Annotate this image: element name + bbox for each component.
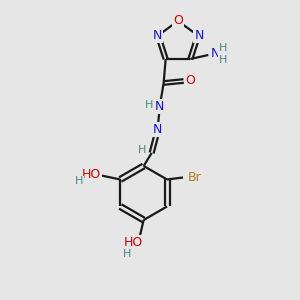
Text: H: H (122, 249, 131, 259)
Text: H: H (137, 145, 146, 155)
Text: HO: HO (82, 168, 101, 181)
Text: H: H (219, 55, 227, 65)
Text: N: N (155, 100, 164, 113)
Text: H: H (75, 176, 83, 187)
Text: O: O (173, 14, 183, 27)
Text: N: N (211, 47, 220, 61)
Text: N: N (152, 29, 162, 42)
Text: HO: HO (124, 236, 143, 250)
Text: H: H (145, 100, 153, 110)
Text: N: N (153, 124, 162, 136)
Text: Br: Br (188, 171, 202, 184)
Text: O: O (186, 74, 196, 88)
Text: N: N (194, 29, 204, 42)
Text: H: H (219, 43, 227, 53)
